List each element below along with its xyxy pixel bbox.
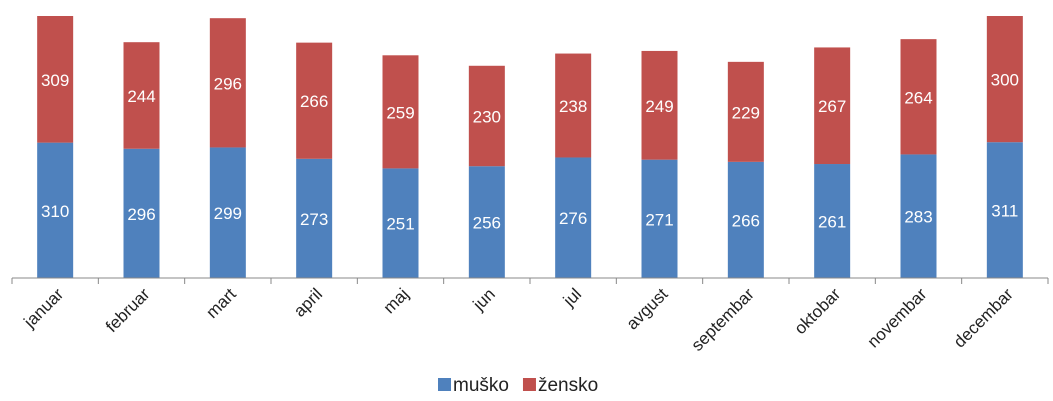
data-label: 296 <box>214 74 242 93</box>
data-label: 256 <box>473 214 501 233</box>
x-tick-label: jul <box>559 285 585 311</box>
x-tick-label: maj <box>380 285 413 318</box>
legend-swatch <box>438 378 451 391</box>
data-label: 309 <box>41 71 69 90</box>
data-label: 310 <box>41 202 69 221</box>
bar-segment <box>641 50 678 160</box>
data-label: 264 <box>904 88 932 107</box>
bar-segment <box>555 53 592 158</box>
data-label: 266 <box>300 92 328 111</box>
x-tick-label: jun <box>469 285 499 315</box>
bar-segment <box>727 161 764 278</box>
x-tick-label: april <box>290 285 326 321</box>
bar-segment <box>382 168 419 278</box>
data-label: 238 <box>559 97 587 116</box>
data-label: 273 <box>300 210 328 229</box>
bar-segment <box>296 158 333 278</box>
bar-segment <box>37 16 74 143</box>
x-tick-label: septembar <box>688 284 758 354</box>
bar-segment <box>468 166 505 278</box>
x-tick-label: januar <box>20 284 68 332</box>
data-label: 299 <box>214 204 242 223</box>
data-label: 276 <box>559 209 587 228</box>
bar-segment <box>123 42 160 149</box>
bar-segment <box>382 55 419 169</box>
data-label: 251 <box>386 215 414 234</box>
bar-segment <box>555 157 592 278</box>
bar-segment <box>986 16 1023 143</box>
x-tick-label: decembar <box>950 284 1017 351</box>
data-label: 230 <box>473 107 501 126</box>
x-tick-label: oktobar <box>791 284 845 338</box>
bar-segment <box>900 154 937 278</box>
data-label: 244 <box>127 87 155 106</box>
bar-segment <box>814 164 851 278</box>
bar-segment <box>209 18 246 148</box>
data-label: 267 <box>818 97 846 116</box>
bar-segment <box>900 39 937 155</box>
data-label: 296 <box>127 205 155 224</box>
x-tick-label: februar <box>102 284 154 336</box>
data-label: 283 <box>904 208 932 227</box>
bar-segment <box>468 65 505 167</box>
bar-segment <box>296 42 333 159</box>
data-label: 249 <box>645 97 673 116</box>
x-tick-label: avgust <box>623 284 672 333</box>
legend-swatch <box>522 378 536 391</box>
x-tick-label: mart <box>202 284 240 322</box>
legend-label: žensko <box>538 375 598 396</box>
data-label: 266 <box>732 211 760 230</box>
plot-area <box>37 16 1023 278</box>
bar-segment <box>37 142 74 278</box>
data-label: 229 <box>732 103 760 122</box>
legend-label: muško <box>453 375 509 396</box>
bar-segment <box>123 148 160 278</box>
bar-segment <box>641 159 678 278</box>
x-tick-label: novembar <box>864 284 931 351</box>
data-label: 271 <box>645 210 673 229</box>
data-label: 311 <box>991 202 1018 221</box>
data-label: 259 <box>386 103 414 122</box>
data-label: 300 <box>991 71 1019 90</box>
bar-segment <box>727 61 764 162</box>
bar-segment <box>986 142 1023 278</box>
data-label: 261 <box>818 212 846 231</box>
bar-segment <box>209 147 246 278</box>
bar-segment <box>814 47 851 165</box>
